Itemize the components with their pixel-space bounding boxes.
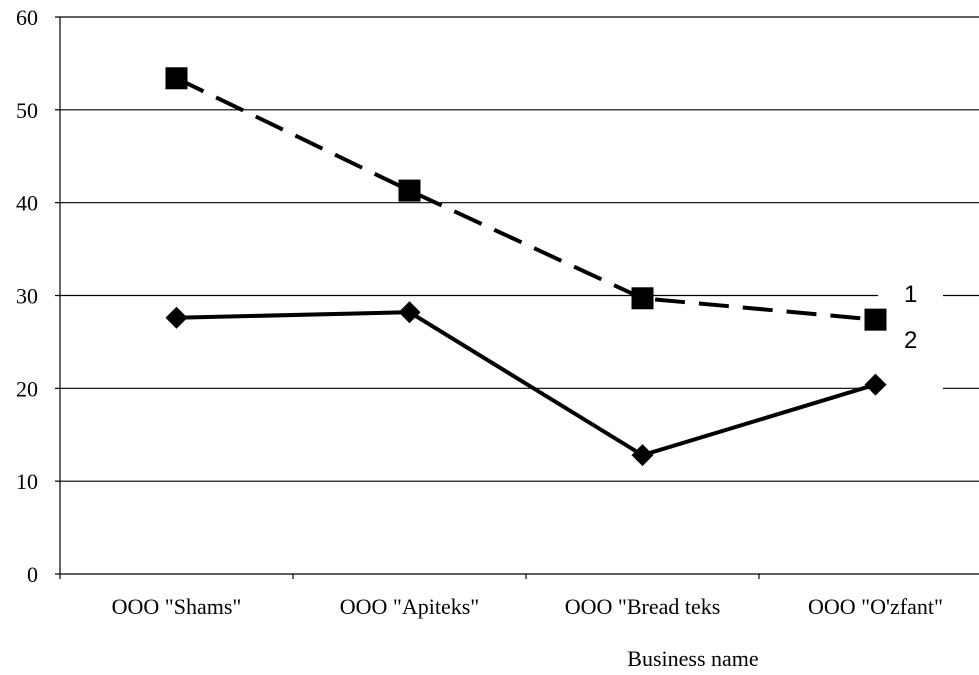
data-point-square: [864, 308, 887, 331]
y-tick-label: 50: [16, 98, 38, 123]
x-tick-label: OOO "O'zfant": [808, 594, 943, 619]
data-point-diamond: [864, 373, 887, 396]
y-tick-label: 0: [27, 562, 38, 587]
y-tick-labels: 0 10 20 30 40 50 60: [16, 5, 60, 587]
y-tick-label: 10: [16, 469, 38, 494]
x-tick-label: OOO "Bread teks: [565, 594, 721, 619]
x-tick-labels: OOO "Shams" OOO "Apiteks" OOO "Bread teks O…: [59, 574, 943, 619]
series-label-1: 1: [904, 281, 917, 308]
data-point-diamond: [398, 301, 421, 324]
series-line-1: [175, 76, 876, 322]
data-point-square: [165, 67, 188, 90]
series-line-2: [176, 310, 877, 458]
data-point-square: [398, 179, 421, 202]
y-tick-label: 20: [16, 376, 38, 401]
data-point-square: [631, 287, 654, 310]
y-tick-label: 30: [16, 284, 38, 309]
x-axis-title: Business name: [627, 646, 758, 671]
gridlines: [60, 16, 979, 482]
data-point-diamond: [165, 306, 188, 329]
y-tick-label: 40: [16, 191, 38, 216]
series-group: 12: [165, 67, 917, 467]
x-tick-label: OOO "Shams": [112, 594, 242, 619]
series-label-2: 2: [904, 327, 917, 354]
x-tick-label: OOO "Apiteks": [340, 594, 480, 619]
data-point-diamond: [631, 444, 654, 467]
y-tick-label: 60: [16, 5, 38, 30]
